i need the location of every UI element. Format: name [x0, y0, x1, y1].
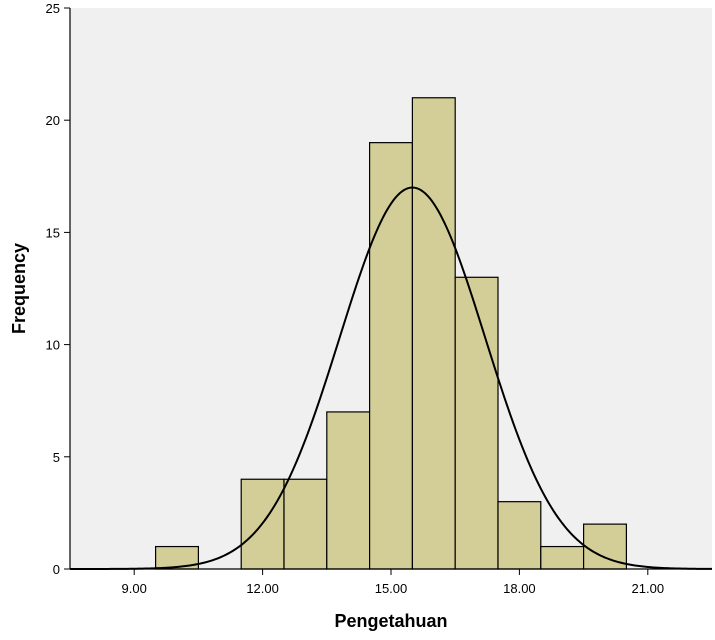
histogram-bar-4 — [326, 411, 371, 570]
normal-curve — [70, 186, 713, 570]
x-tick-label: 9.00 — [122, 581, 147, 596]
x-tick-label: 18.00 — [503, 581, 536, 596]
x-axis-title: Pengetahuan — [334, 611, 447, 631]
bars — [155, 97, 627, 570]
histogram-bar-9 — [540, 545, 585, 570]
x-tick-label: 15.00 — [375, 581, 408, 596]
ticks: 9.00 12.00 15.00 18.00 21.00 0 5 10 15 20 25 — [46, 1, 665, 596]
y-tick-label: 15 — [46, 225, 60, 240]
x-tick-label: 12.00 — [246, 581, 279, 596]
histogram-bar-5 — [369, 142, 414, 570]
y-tick-label: 5 — [53, 450, 60, 465]
y-tick-label: 0 — [53, 562, 60, 577]
x-tick-label: 21.00 — [632, 581, 665, 596]
histogram-bar-6 — [411, 97, 456, 570]
y-tick-label: 20 — [46, 113, 60, 128]
histogram-bar-8 — [497, 501, 542, 570]
histogram-bar-3 — [283, 478, 328, 570]
y-axis-title: Frequency — [9, 243, 29, 334]
y-tick-label: 10 — [46, 338, 60, 353]
histogram-bar-7 — [454, 276, 499, 570]
y-tick-label: 25 — [46, 1, 60, 16]
